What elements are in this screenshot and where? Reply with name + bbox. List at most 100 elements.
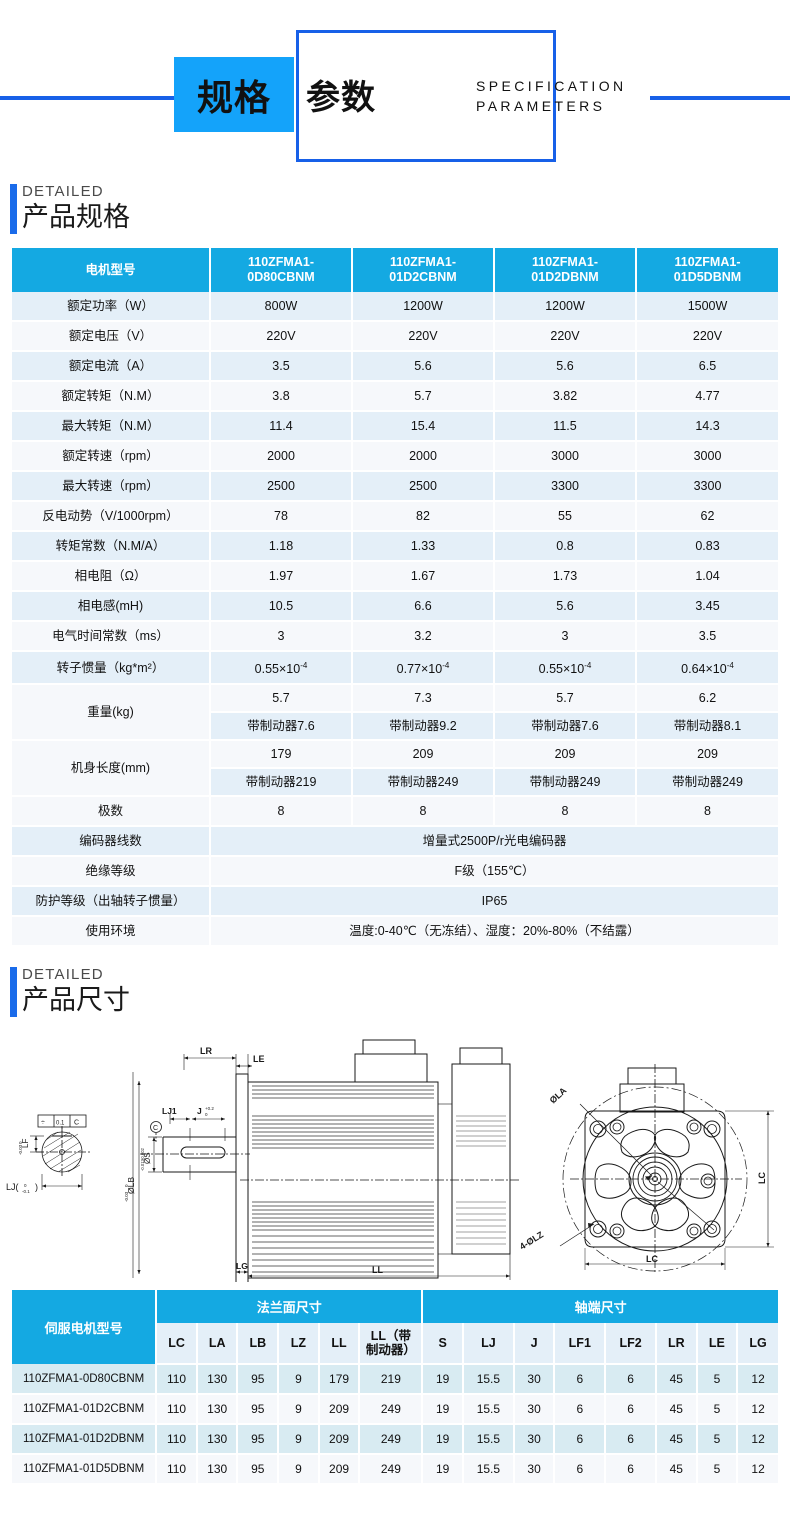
table-row: 带制动器219 带制动器249 带制动器249 带制动器249 bbox=[12, 768, 778, 798]
cell-value-3: 3000 bbox=[494, 441, 637, 472]
cell-value-merged: F级（155℃） bbox=[210, 856, 778, 888]
cell-value-1: 2500 bbox=[210, 471, 353, 502]
dim-cell-j: 30 bbox=[513, 1424, 556, 1456]
dim-cell-lz: 9 bbox=[278, 1424, 320, 1456]
cell-value-4: 3.5 bbox=[636, 621, 778, 652]
cell-value-2: 15.4 bbox=[352, 411, 495, 442]
table-row: 相电阻（Ω） 1.97 1.67 1.73 1.04 bbox=[12, 561, 778, 592]
cell-value-brake-3: 带制动器249 bbox=[494, 768, 637, 798]
dim-cell-lj: 15.5 bbox=[463, 1394, 515, 1426]
cell-value-4: 6.5 bbox=[636, 351, 778, 382]
dim-cell-ll: 209 bbox=[318, 1454, 361, 1486]
dim-cell-lj: 15.5 bbox=[463, 1364, 515, 1396]
dim-cell-lz: 9 bbox=[278, 1454, 320, 1486]
dim-cell-lc: 110 bbox=[156, 1424, 198, 1456]
cell-value-4: 0.83 bbox=[636, 531, 778, 562]
dim-col-header-lz: LZ bbox=[278, 1323, 320, 1366]
dim-col-header-la: LA bbox=[196, 1323, 239, 1366]
accent-bar bbox=[10, 967, 17, 1018]
dim-cell-lf2: 6 bbox=[605, 1364, 657, 1396]
cell-value-1: 179 bbox=[210, 740, 353, 770]
model-line-2: 01D5DBNM bbox=[673, 270, 742, 284]
shaft-side-view: LR LE ØLB 0 -0.03 ØS -0.002 -0.013 C bbox=[124, 1046, 265, 1279]
cell-value-2: 209 bbox=[352, 740, 495, 770]
model-line-1: 110ZFMA1- bbox=[390, 255, 456, 269]
dim-cell-la: 130 bbox=[196, 1454, 239, 1486]
dim-cell-lr: 45 bbox=[655, 1424, 698, 1456]
dim-cell-ll: 179 bbox=[318, 1364, 361, 1396]
table-row: 最大转速（rpm） 2500 2500 3300 3300 bbox=[12, 471, 778, 502]
dim-cell-lj: 15.5 bbox=[463, 1424, 515, 1456]
table-row: 带制动器7.6 带制动器9.2 带制动器7.6 带制动器8.1 bbox=[12, 712, 778, 742]
cell-value-3: 220V bbox=[494, 321, 637, 352]
dim-col-header-s: S bbox=[422, 1323, 464, 1366]
dim-cell-lc: 110 bbox=[156, 1364, 198, 1396]
cell-value-4: 14.3 bbox=[636, 411, 778, 442]
svg-text:C: C bbox=[74, 1120, 79, 1127]
dim-cell-lb: 95 bbox=[237, 1454, 280, 1486]
cell-value-3: 8 bbox=[494, 796, 637, 828]
banner-outline-box bbox=[296, 30, 556, 162]
dim-cell-le: 5 bbox=[696, 1364, 739, 1396]
dim-cell-la: 130 bbox=[196, 1364, 239, 1396]
model-line-2: 0D80CBNM bbox=[247, 270, 315, 284]
cell-value-2: 5.6 bbox=[352, 351, 495, 382]
model-line-1: 110ZFMA1- bbox=[248, 255, 314, 269]
dim-cell-j: 30 bbox=[513, 1454, 556, 1486]
table-row: 使用环境 温度:0-40℃（无冻结）、湿度：20%-80%（不结露） bbox=[12, 916, 778, 948]
dim-col-header-le: LE bbox=[696, 1323, 739, 1366]
dim-col-header-j: J bbox=[513, 1323, 556, 1366]
banner-rule-right bbox=[650, 96, 790, 100]
svg-text:÷: ÷ bbox=[41, 1120, 45, 1127]
dim-cell-lf1: 6 bbox=[554, 1424, 607, 1456]
row-label: 防护等级（出轴转子惯量） bbox=[12, 886, 211, 918]
label-lr: LR bbox=[200, 1046, 212, 1056]
row-label: 额定功率（W） bbox=[12, 292, 211, 322]
cell-value-3: 1.73 bbox=[494, 561, 637, 592]
cell-value-2: 2000 bbox=[352, 441, 495, 472]
section-eyebrow: DETAILED bbox=[22, 183, 104, 200]
row-label: 重量(kg) bbox=[12, 684, 211, 742]
dim-col-header-lf2: LF2 bbox=[605, 1323, 657, 1366]
label-lb: ØLB bbox=[126, 1177, 136, 1194]
dim-cell-lr: 45 bbox=[655, 1454, 698, 1486]
page-banner: 规格 参数 SPECIFICATION PARAMETERS bbox=[0, 0, 790, 170]
cell-value-2: 3.2 bbox=[352, 621, 495, 652]
cell-value-1: 5.7 bbox=[210, 684, 353, 714]
table-row: 110ZFMA1-0D80CBNM 110 130 95 9 179 219 19 15.5 30… bbox=[12, 1364, 778, 1396]
svg-text:): ) bbox=[35, 1182, 38, 1192]
row-label: 极数 bbox=[12, 796, 211, 828]
banner-en-line2: PARAMETERS bbox=[476, 98, 606, 115]
section-eyebrow: DETAILED bbox=[22, 966, 104, 984]
banner-badge: 规格 bbox=[174, 57, 294, 132]
svg-text:0.1: 0.1 bbox=[56, 1121, 65, 1127]
cell-value-4: 4.77 bbox=[636, 381, 778, 412]
table-row: 110ZFMA1-01D5DBNM 110 130 95 9 209 249 19 15.5 30… bbox=[12, 1454, 778, 1486]
row-label: 额定转矩（N.M） bbox=[12, 381, 211, 412]
page-title: 产品尺寸 bbox=[22, 985, 130, 1017]
dim-cell-ll带制动器: 249 bbox=[359, 1424, 424, 1456]
cell-value-4: 8 bbox=[636, 796, 778, 828]
table-row: 转子惯量（kg*m²） 0.55×10-4 0.77×10-4 0.55×10-4 0.… bbox=[12, 651, 778, 686]
dim-col-header-lr: LR bbox=[655, 1323, 698, 1366]
dim-cell-la: 130 bbox=[196, 1394, 239, 1426]
label-lj-section: LJ( bbox=[6, 1182, 19, 1192]
svg-text:0: 0 bbox=[124, 1184, 129, 1187]
row-label: 绝缘等级 bbox=[12, 856, 211, 888]
svg-text:-0.1: -0.1 bbox=[22, 1189, 30, 1194]
table-row: 110ZFMA1-01D2CBNM 110 130 95 9 209 249 19 15.5 30… bbox=[12, 1394, 778, 1426]
table-row: 机身长度(mm) 179 209 209 209 bbox=[12, 740, 778, 798]
table-row: 电气时间常数（ms） 3 3.2 3 3.5 bbox=[12, 621, 778, 652]
dim-header-row-1: 伺服电机型号 法兰面尺寸 轴端尺寸 bbox=[12, 1290, 778, 1365]
row-label: 额定转速（rpm） bbox=[12, 441, 211, 472]
dim-cell-le: 5 bbox=[696, 1424, 739, 1456]
cell-value-2: 6.6 bbox=[352, 591, 495, 622]
col-header-motor-model: 电机型号 bbox=[12, 248, 211, 292]
dim-col-header-lj: LJ bbox=[463, 1323, 515, 1366]
dim-cell-lr: 45 bbox=[655, 1364, 698, 1396]
dim-cell-lf2: 6 bbox=[605, 1454, 657, 1486]
cell-value-2: 1.33 bbox=[352, 531, 495, 562]
label-ll: LL bbox=[372, 1265, 383, 1275]
dim-cell-lz: 9 bbox=[278, 1364, 320, 1396]
dim-col-header-ll: LL bbox=[318, 1323, 361, 1366]
